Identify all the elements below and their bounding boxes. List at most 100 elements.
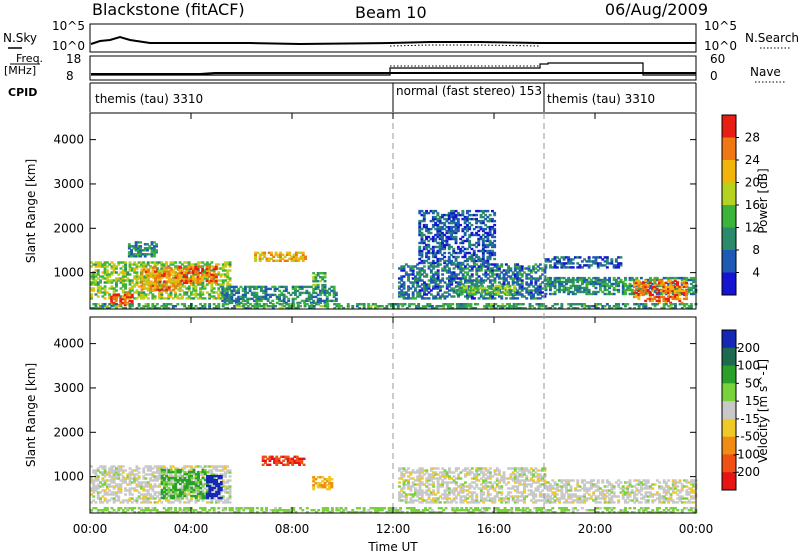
power-cell [473, 265, 476, 268]
power-cell [461, 261, 465, 265]
velocity-cell [140, 481, 143, 484]
velocity-cell [167, 468, 171, 472]
power-cell [260, 253, 264, 256]
velocity-cell [119, 469, 123, 472]
velocity-cell [190, 499, 193, 502]
power-cell [217, 273, 221, 276]
power-cell [266, 287, 270, 291]
velocity-cell [169, 467, 173, 470]
power-cell [201, 277, 204, 281]
power-cell [280, 299, 284, 303]
power-cell [223, 291, 227, 295]
power-cell [290, 257, 294, 260]
power-cell [603, 284, 607, 288]
power-cell [262, 285, 266, 289]
velocity-cell [144, 497, 148, 500]
power-cell [513, 273, 517, 276]
power-cell [610, 307, 614, 310]
power-cell [224, 269, 227, 272]
power-cell [418, 271, 422, 274]
power-cell [614, 282, 618, 286]
power-cell [498, 277, 501, 280]
power-cell [447, 255, 451, 259]
power-cell [201, 265, 205, 268]
power-cell [493, 281, 497, 284]
power-cell [438, 243, 442, 247]
velocity-cell [167, 470, 171, 474]
power-cell [414, 297, 417, 300]
power-cell [420, 231, 424, 235]
power-cell [429, 231, 433, 235]
velocity-cell [432, 483, 435, 486]
power-cell [447, 217, 451, 221]
velocity-cell [298, 463, 301, 466]
power-cell [553, 256, 557, 259]
velocity-cell [176, 470, 180, 474]
velocity-cell [277, 457, 281, 460]
velocity-cell [226, 471, 230, 474]
power-cell [630, 290, 634, 294]
velocity-cell [208, 497, 212, 500]
power-cell [292, 259, 296, 262]
velocity-cell [418, 489, 422, 492]
velocity-cell [146, 499, 150, 502]
power-cell [456, 288, 459, 292]
velocity-cell [199, 473, 202, 476]
velocity-cell [432, 497, 435, 500]
power-cell [130, 269, 134, 272]
power-cell [369, 305, 373, 308]
power-cell [423, 275, 426, 278]
power-cell [657, 297, 661, 301]
power-cell [662, 287, 666, 291]
power-cell [228, 285, 231, 289]
power-cell [492, 292, 496, 296]
power-cell [460, 292, 464, 296]
power-cell [479, 225, 483, 229]
power-cell [475, 245, 478, 249]
power-cell [452, 209, 456, 213]
velocity-cell [402, 485, 406, 488]
power-cell [438, 257, 442, 261]
power-cell [416, 283, 420, 286]
power-cell [314, 295, 318, 299]
power-cell [475, 213, 478, 217]
power-cell [267, 259, 271, 262]
power-cell [495, 269, 499, 272]
velocity-cell [407, 471, 410, 474]
velocity-cell [436, 485, 440, 488]
power-cell [189, 281, 193, 285]
power-cell [481, 209, 485, 213]
power-cell [119, 279, 123, 282]
power-cell [180, 263, 184, 266]
power-cell [476, 284, 480, 288]
power-cell [90, 307, 93, 310]
power-cell [594, 260, 598, 263]
power-cell [219, 291, 223, 294]
velocity-cell [112, 471, 116, 474]
power-cell [133, 297, 137, 300]
power-cell [601, 280, 605, 284]
velocity-cell [165, 473, 168, 476]
power-cell [170, 278, 173, 281]
power-cell [571, 258, 575, 261]
power-cell [628, 286, 632, 290]
power-cell [332, 291, 336, 295]
power-cell [536, 287, 540, 290]
power-cell [441, 253, 444, 257]
power-cell [569, 303, 573, 306]
power-cell [121, 261, 125, 264]
velocity-cell [208, 480, 212, 484]
power-cell [466, 251, 469, 255]
power-cell [438, 233, 442, 237]
velocity-cell [409, 499, 413, 502]
power-cell [404, 263, 408, 266]
power-cell [580, 305, 584, 308]
velocity-cell [140, 487, 143, 490]
power-cell [297, 251, 301, 254]
power-cell [475, 219, 478, 223]
velocity-cell [178, 475, 182, 478]
power-cell [420, 273, 424, 276]
power-cell [180, 289, 184, 292]
freq-line [91, 72, 696, 75]
power-cell [484, 217, 488, 221]
